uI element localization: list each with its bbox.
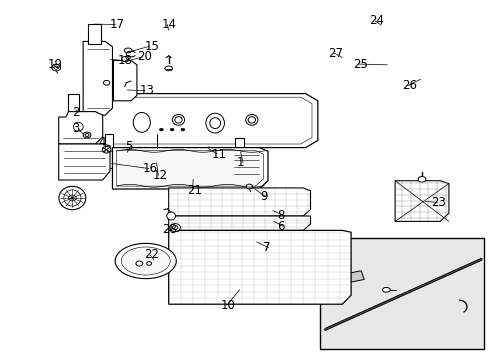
Ellipse shape (209, 118, 220, 129)
Ellipse shape (63, 190, 81, 206)
Text: 12: 12 (152, 169, 167, 182)
Ellipse shape (115, 243, 176, 279)
Ellipse shape (120, 87, 129, 93)
Polygon shape (168, 216, 310, 230)
Ellipse shape (172, 225, 178, 230)
Ellipse shape (133, 112, 150, 132)
Text: 6: 6 (277, 220, 284, 233)
Ellipse shape (103, 81, 109, 85)
Polygon shape (394, 181, 448, 221)
Text: 26: 26 (401, 79, 416, 92)
Polygon shape (168, 188, 310, 216)
Ellipse shape (123, 150, 132, 156)
Ellipse shape (54, 66, 59, 69)
Ellipse shape (169, 224, 180, 231)
Bar (339, 271, 364, 284)
Text: 11: 11 (211, 148, 226, 161)
Text: 22: 22 (144, 248, 159, 261)
Ellipse shape (83, 132, 91, 138)
Text: 9: 9 (260, 190, 267, 203)
Text: 23: 23 (430, 196, 445, 209)
Text: 15: 15 (144, 40, 159, 53)
Polygon shape (59, 112, 102, 144)
Ellipse shape (181, 128, 184, 131)
Ellipse shape (68, 195, 76, 201)
Text: 20: 20 (137, 50, 151, 63)
Ellipse shape (73, 122, 83, 131)
Ellipse shape (164, 66, 172, 71)
Bar (68, 94, 79, 122)
Text: 16: 16 (142, 162, 158, 175)
Text: 19: 19 (47, 58, 62, 71)
Bar (154, 148, 161, 177)
Text: 21: 21 (186, 184, 202, 197)
Ellipse shape (121, 247, 170, 275)
Ellipse shape (52, 64, 61, 71)
Polygon shape (90, 94, 317, 148)
Polygon shape (228, 151, 264, 180)
Polygon shape (95, 97, 311, 144)
Polygon shape (116, 150, 263, 186)
Bar (87, 24, 101, 44)
Ellipse shape (170, 128, 174, 131)
Text: 7: 7 (262, 241, 269, 254)
Ellipse shape (136, 261, 142, 266)
Text: 8: 8 (277, 209, 284, 222)
Ellipse shape (382, 287, 389, 292)
Ellipse shape (175, 117, 182, 123)
Text: 25: 25 (352, 58, 367, 71)
Text: 14: 14 (161, 18, 176, 31)
Bar (234, 138, 244, 165)
Ellipse shape (166, 212, 175, 220)
Polygon shape (59, 144, 110, 180)
Text: 17: 17 (109, 18, 124, 31)
Text: 24: 24 (368, 14, 384, 27)
Polygon shape (168, 230, 350, 304)
Ellipse shape (159, 128, 163, 131)
Text: 2: 2 (72, 106, 80, 119)
Polygon shape (113, 60, 137, 101)
Bar (320, 238, 483, 349)
Ellipse shape (248, 117, 255, 123)
Ellipse shape (102, 147, 111, 153)
Ellipse shape (154, 154, 160, 158)
Text: 28: 28 (162, 223, 177, 236)
Ellipse shape (122, 57, 128, 62)
Polygon shape (83, 41, 112, 115)
Text: 1: 1 (237, 156, 244, 169)
Bar (105, 134, 112, 168)
Ellipse shape (172, 114, 184, 125)
Ellipse shape (205, 113, 224, 133)
Text: 5: 5 (124, 140, 132, 153)
Ellipse shape (417, 176, 425, 182)
Text: 10: 10 (221, 299, 235, 312)
Ellipse shape (85, 134, 89, 136)
Text: 4: 4 (99, 136, 106, 149)
Ellipse shape (59, 186, 85, 210)
Text: 13: 13 (139, 84, 154, 97)
Text: 18: 18 (117, 54, 132, 67)
Ellipse shape (126, 152, 130, 155)
Text: 27: 27 (328, 47, 343, 60)
Ellipse shape (246, 184, 252, 189)
Polygon shape (112, 148, 267, 189)
Ellipse shape (245, 114, 258, 125)
Text: 3: 3 (72, 122, 80, 135)
Ellipse shape (124, 48, 132, 53)
Ellipse shape (205, 147, 212, 152)
Ellipse shape (146, 262, 151, 265)
